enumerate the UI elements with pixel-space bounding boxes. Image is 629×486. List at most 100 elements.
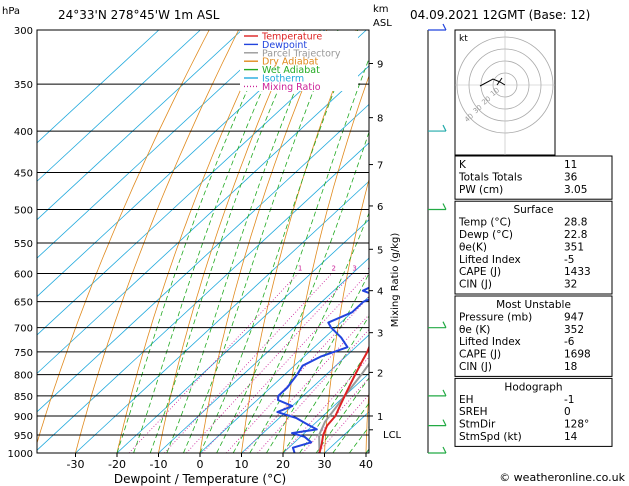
index-label: CIN (J) — [459, 279, 492, 291]
pressure-tick-label: 400 — [14, 127, 33, 138]
dry-adiabat-line — [324, 177, 369, 453]
asl-label: ASL — [373, 18, 392, 29]
parcel-trajectory-line — [318, 362, 369, 453]
isotherm-line — [199, 295, 369, 453]
hodograph-ring-label: 30 — [472, 103, 484, 115]
pressure-tick-label: 800 — [14, 371, 33, 382]
mixing-ratio-line — [164, 273, 333, 453]
isotherm-line — [158, 257, 369, 453]
index-label: SREH — [459, 406, 488, 418]
index-label: Dewp (°C) — [459, 229, 513, 241]
mixing-ratio-label: 1 — [298, 265, 302, 273]
legend-label: Temperature — [261, 32, 322, 43]
index-label: CAPE (J) — [459, 266, 501, 278]
altitude-tick-label: 8 — [377, 114, 383, 125]
hodograph-trace — [479, 78, 506, 87]
isotherm-line — [37, 30, 243, 221]
altitude-tick-label: 5 — [377, 245, 383, 256]
pressure-tick-label: 600 — [14, 270, 33, 281]
wet-adiabat-line — [299, 348, 369, 453]
pressure-tick-label: 550 — [14, 239, 33, 250]
mixing-ratio-line — [243, 314, 369, 453]
index-value: 0 — [564, 406, 571, 418]
index-value: 352 — [564, 324, 584, 336]
dry-adiabat-line — [282, 74, 369, 453]
temperature-tick-label: -10 — [150, 458, 168, 471]
index-value: -1 — [564, 394, 574, 406]
hodograph-table-title: Hodograph — [504, 381, 562, 393]
legend-label: Mixing Ratio — [262, 82, 321, 93]
altitude-tick-label: 3 — [377, 329, 383, 340]
index-value: 1433 — [564, 266, 591, 278]
index-label: Totals Totals — [458, 171, 522, 183]
index-label: PW (cm) — [459, 184, 503, 196]
temperature-tick-label: 10 — [235, 458, 249, 471]
mixing-ratio-label: 15 — [442, 265, 451, 273]
pressure-unit-label: hPa — [2, 6, 20, 17]
temperature-tick-label: -20 — [108, 458, 126, 471]
plot-frame — [36, 29, 370, 454]
index-label: Lifted Index — [459, 336, 521, 348]
temperature-tick-label: -30 — [67, 458, 85, 471]
wet-adiabat-line — [216, 57, 369, 453]
index-label: StmSpd (kt) — [459, 431, 522, 443]
index-label: EH — [459, 394, 474, 406]
altitude-tick-label: 2 — [377, 368, 383, 379]
surface-table-title: Surface — [513, 204, 553, 216]
index-value: 32 — [564, 279, 577, 291]
isotherm-line — [37, 30, 367, 336]
mixing-ratio-line — [128, 273, 299, 453]
wet-adiabat-line — [282, 315, 369, 453]
index-label: θe(K) — [459, 241, 487, 253]
index-label: K — [459, 159, 467, 171]
index-value: 3.05 — [564, 184, 587, 196]
dry-adiabat-line — [199, 30, 328, 453]
wet-adiabat-line — [199, 30, 359, 453]
pressure-tick-label: 650 — [14, 298, 33, 309]
pressure-tick-label: 850 — [14, 392, 33, 403]
altitude-tick-label: 9 — [377, 59, 383, 70]
index-label: CAPE (J) — [459, 349, 501, 361]
hodograph-unit-label: kt — [459, 34, 468, 44]
hodograph-ring-label: 10 — [489, 86, 501, 98]
legend-label: Parcel Trajectory — [262, 48, 341, 59]
wet-adiabat-line — [266, 272, 369, 453]
mixing-ratio-line — [202, 273, 369, 453]
pressure-tick-label: 900 — [14, 412, 33, 423]
isotherm-line — [282, 372, 369, 453]
index-label: Pressure (mb) — [459, 311, 532, 323]
isotherm-line — [37, 142, 369, 451]
hodograph-ring-label: 20 — [480, 95, 492, 107]
index-value: 1698 — [564, 349, 591, 361]
legend-label: Wet Adiabat — [262, 65, 320, 76]
wind-barbs — [427, 23, 447, 454]
km-unit-label: km — [373, 4, 389, 15]
index-value: 14 — [564, 431, 578, 443]
index-label: Lifted Index — [459, 254, 521, 266]
lcl-label: LCL — [383, 430, 402, 441]
altitude-tick-label: 1 — [377, 412, 383, 423]
mixing-ratio-label: 8 — [406, 265, 410, 273]
mixing-ratio-label: 10 — [417, 265, 426, 273]
x-axis-title: Dewpoint / Temperature (°C) — [114, 472, 286, 486]
index-value: 22.8 — [564, 229, 587, 241]
isotherm-line — [37, 30, 326, 298]
pressure-tick-label: 1000 — [8, 449, 33, 460]
dry-adiabat-line — [365, 386, 369, 453]
legend-label: Dewpoint — [262, 40, 307, 51]
index-value: 28.8 — [564, 217, 587, 229]
mixing-ratio-line — [225, 296, 369, 453]
mixing-ratio-axis-title: Mixing Ratio (g/kg) — [390, 233, 401, 328]
pressure-tick-label: 750 — [14, 348, 33, 359]
altitude-tick-label: 4 — [377, 287, 383, 298]
temperature-line — [318, 344, 369, 453]
pressure-tick-label: 700 — [14, 324, 33, 335]
temperature-tick-label: 20 — [276, 458, 290, 471]
location-label: 24°33'N 278°45'W 1m ASL — [58, 8, 220, 22]
index-label: θe (K) — [459, 324, 490, 336]
index-value: 18 — [564, 361, 577, 373]
